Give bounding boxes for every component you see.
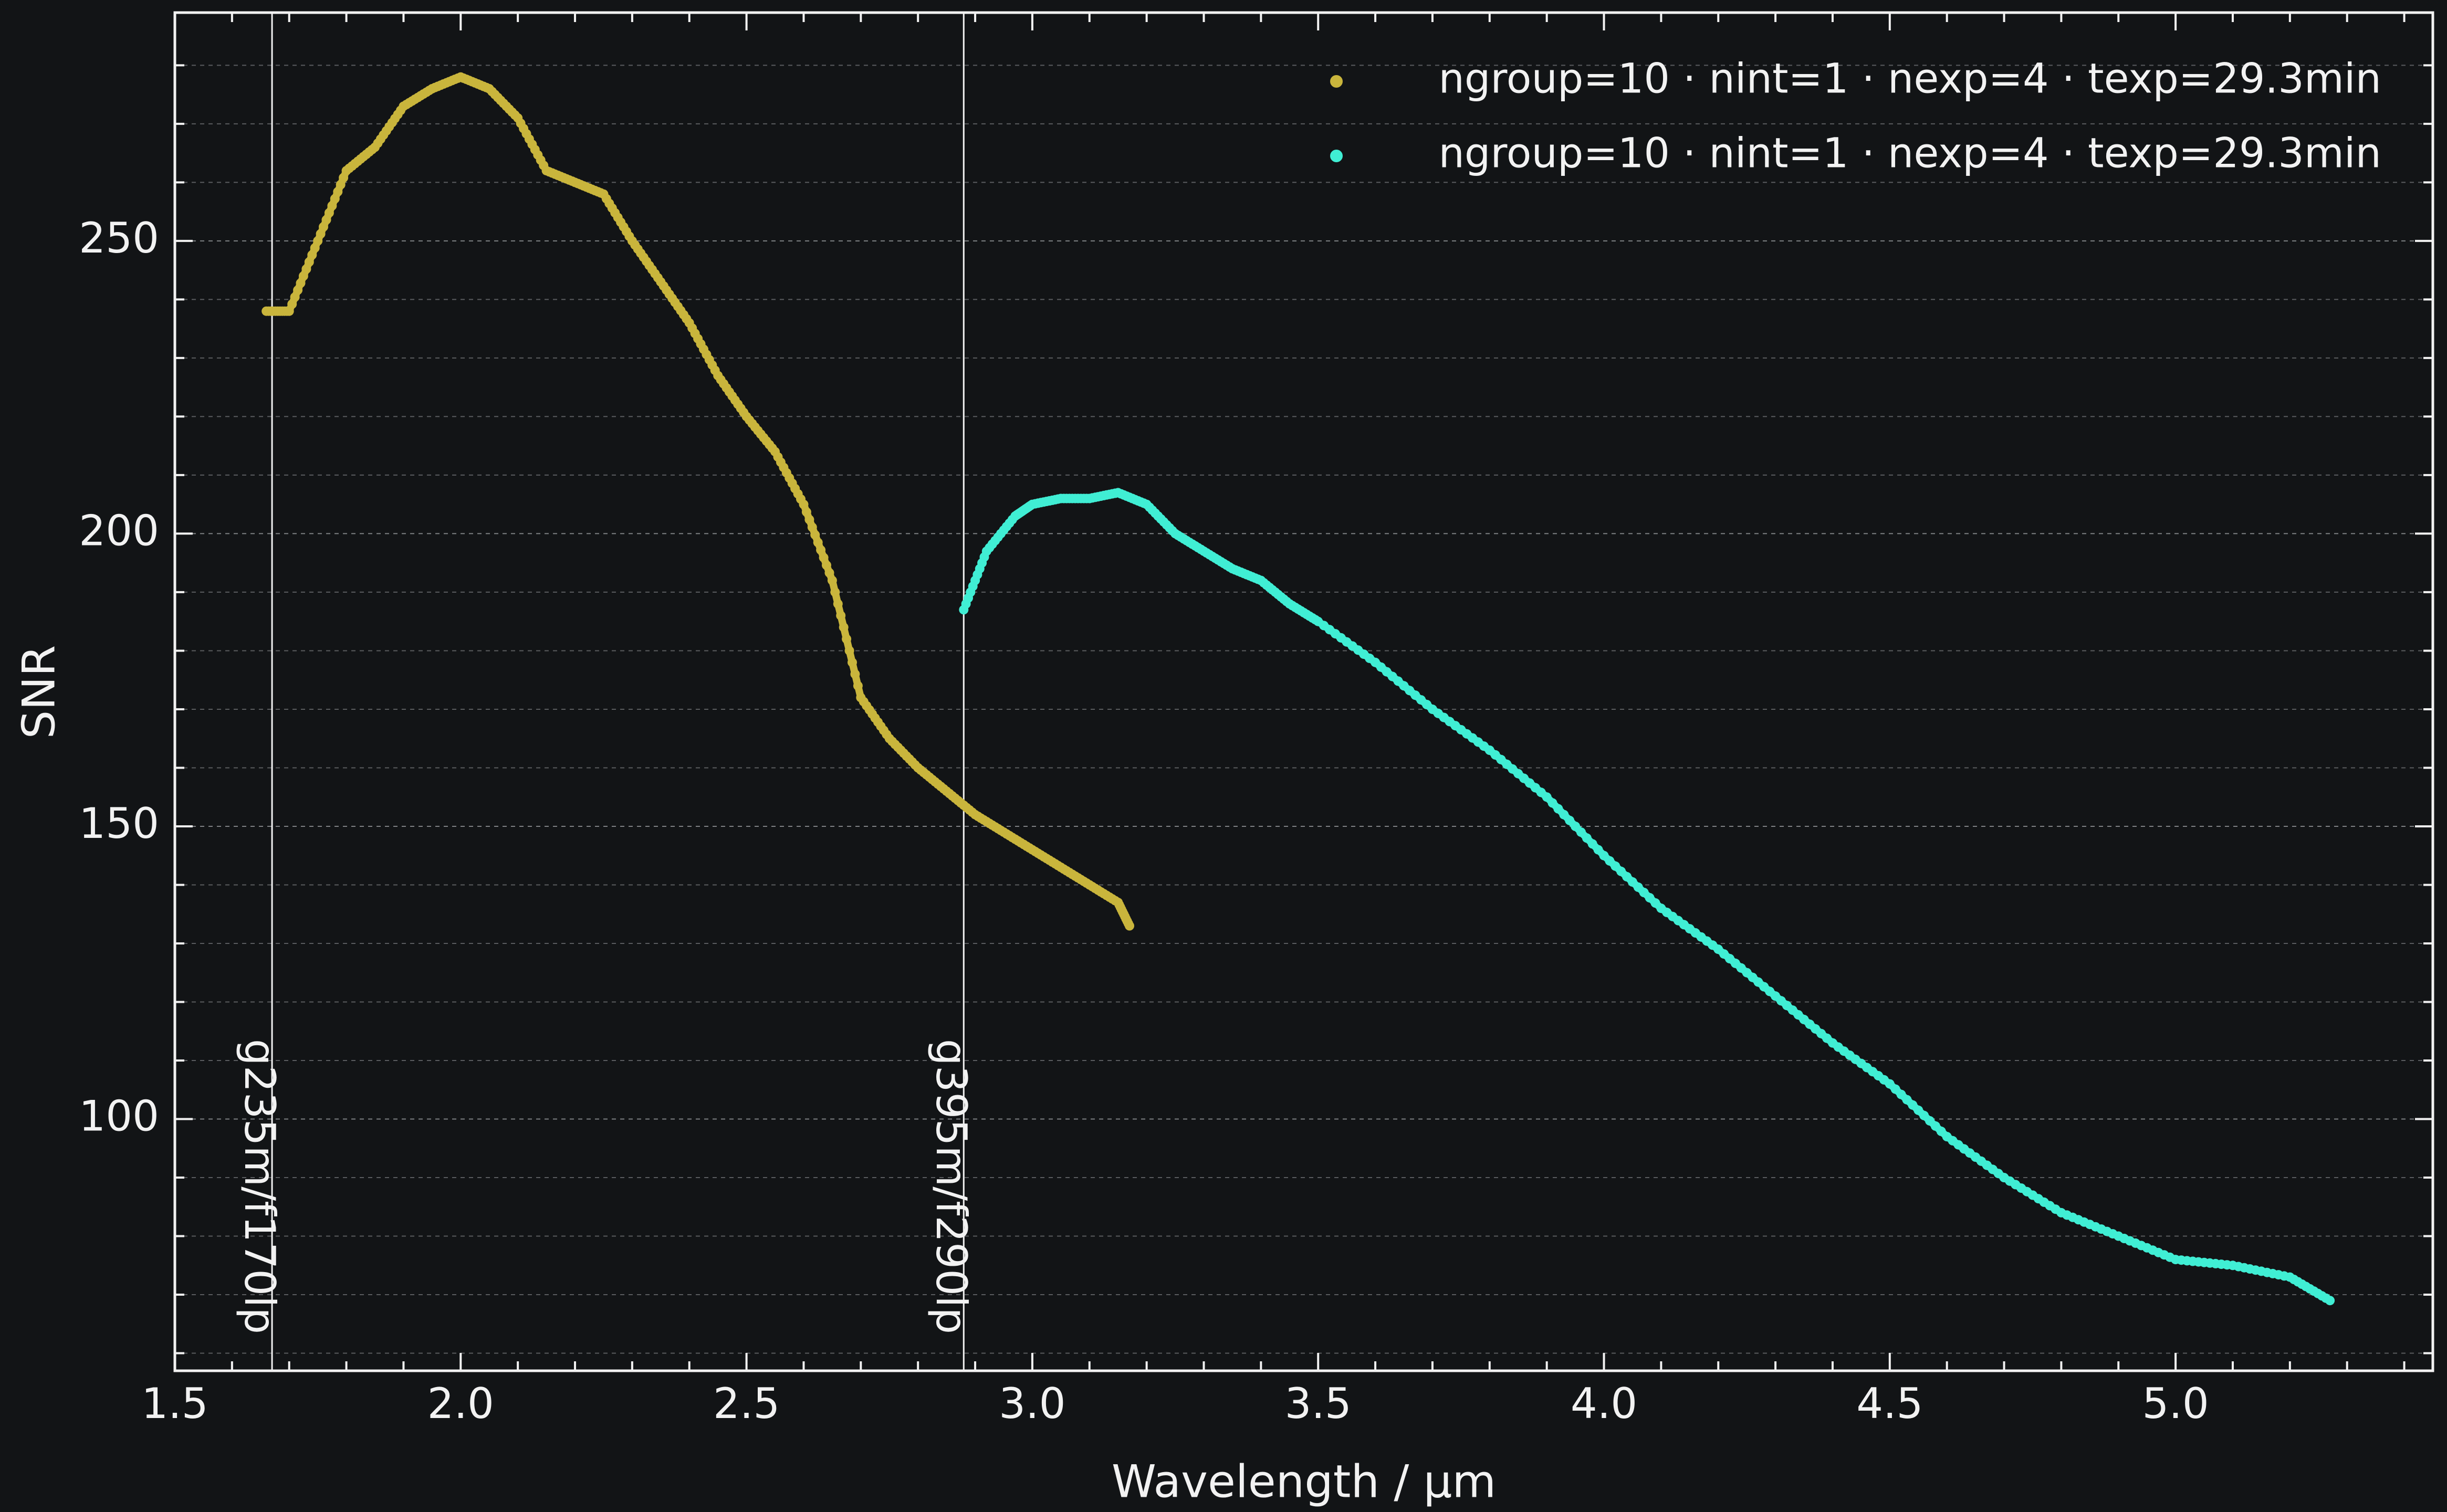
data-point: [848, 657, 857, 667]
mode-label: g395m/f290lp: [927, 1039, 976, 1334]
x-tick-label: 2.0: [427, 1379, 494, 1428]
legend-label: ngroup=10 · nint=1 · nexp=4 · texp=29.3m…: [1438, 55, 2381, 102]
data-point: [813, 538, 823, 548]
x-tick-label: 4.0: [1571, 1379, 1637, 1428]
data-point: [827, 575, 837, 585]
data-point: [799, 499, 809, 509]
mode-separators: [271, 13, 965, 1371]
series-layer: [262, 72, 2335, 1306]
data-point: [1547, 798, 1557, 808]
x-tick-label: 3.0: [999, 1379, 1065, 1428]
data-point: [1571, 822, 1581, 831]
data-point: [844, 646, 854, 656]
axis-ticks: [174, 13, 2433, 1371]
legend-label: ngroup=10 · nint=1 · nexp=4 · texp=29.3m…: [1438, 130, 2381, 177]
data-point: [807, 522, 817, 532]
legend: ngroup=10 · nint=1 · nexp=4 · texp=29.3m…: [1330, 55, 2381, 177]
y-tick-label: 100: [79, 1091, 159, 1140]
data-point: [801, 507, 811, 517]
grid: [175, 65, 2433, 1354]
data-point: [830, 587, 840, 597]
data-point: [853, 681, 863, 691]
data-point: [822, 560, 831, 570]
x-tick-label: 1.5: [141, 1379, 208, 1428]
x-tick-label: 2.5: [713, 1379, 780, 1428]
legend-item: ngroup=10 · nint=1 · nexp=4 · texp=29.3m…: [1330, 130, 2381, 177]
data-point: [1576, 827, 1586, 837]
series-1: [262, 72, 1134, 931]
legend-marker: [1330, 75, 1343, 88]
data-point: [810, 530, 820, 540]
x-tick-label: 3.5: [1285, 1379, 1352, 1428]
data-point: [850, 669, 860, 679]
data-point: [1582, 833, 1592, 843]
x-axis-label: Wavelength / µm: [1112, 1455, 1496, 1508]
mode-label: g235m/f170lp: [235, 1039, 284, 1334]
annotations: g235m/f170lp g395m/f290lp: [235, 1039, 976, 1334]
data-point: [816, 545, 826, 555]
plot-frame: [173, 11, 2434, 1372]
data-point: [1593, 845, 1603, 855]
legend-item: ngroup=10 · nint=1 · nexp=4 · texp=29.3m…: [1330, 55, 2381, 102]
y-tick-label: 250: [79, 214, 159, 262]
data-point: [839, 622, 849, 632]
data-point: [1559, 810, 1569, 820]
y-tick-label: 150: [79, 799, 159, 848]
legend-marker: [1330, 150, 1343, 162]
data-point: [836, 611, 846, 621]
data-point: [1587, 839, 1597, 849]
x-tick-label: 4.5: [1856, 1379, 1923, 1428]
data-point: [804, 514, 814, 524]
tick-labels: 1.5 2.0 2.5 3.0 3.5 4.0 4.5 5.0 100 150 200 250: [79, 214, 2209, 1428]
data-point: [824, 568, 834, 578]
series-2: [959, 488, 2335, 1306]
data-point: [833, 599, 843, 609]
data-point: [2325, 1296, 2335, 1306]
data-point: [1125, 921, 1134, 931]
data-point: [1553, 804, 1563, 814]
y-axis-label: SNR: [13, 645, 65, 739]
data-point: [1542, 792, 1552, 802]
data-point: [819, 553, 829, 563]
x-tick-label: 5.0: [2142, 1379, 2209, 1428]
data-point: [1565, 815, 1575, 825]
data-point: [842, 634, 852, 644]
y-tick-label: 200: [79, 506, 159, 555]
